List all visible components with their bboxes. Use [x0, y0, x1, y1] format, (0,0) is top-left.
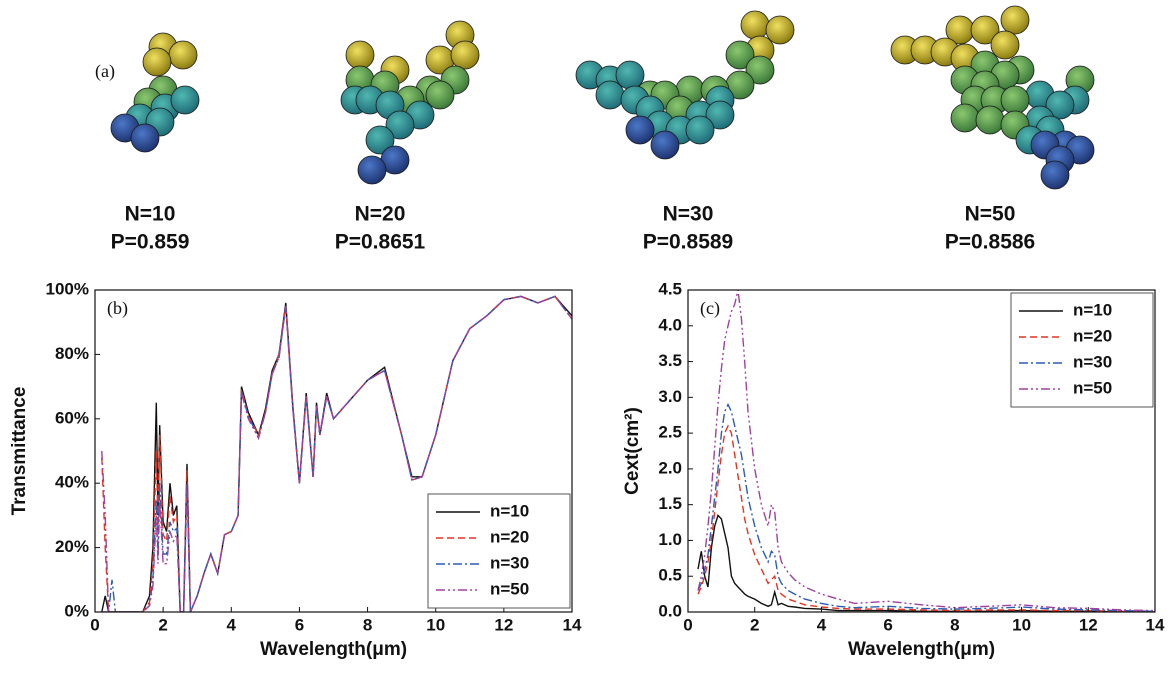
y-tick-label: 1.0	[658, 530, 682, 549]
sphere	[705, 100, 735, 130]
x-tick-label: 6	[883, 615, 892, 634]
legend-label: n=10	[1073, 300, 1112, 319]
sphere	[975, 105, 1005, 135]
sphere	[345, 40, 375, 70]
sphere	[1000, 85, 1030, 115]
sphere	[450, 40, 480, 70]
x-tick-label: 14	[563, 615, 582, 634]
sphere	[1045, 90, 1075, 120]
y-tick-label: 20%	[55, 537, 89, 556]
data-line	[697, 290, 1155, 612]
x-tick-label: 10	[1012, 615, 1031, 634]
x-tick-label: 6	[295, 615, 304, 634]
sphere	[615, 60, 645, 90]
sphere	[745, 55, 775, 85]
legend-label: n=30	[490, 553, 529, 572]
sphere	[365, 125, 395, 155]
sphere	[950, 103, 980, 133]
y-axis-label: Cext(cm²)	[622, 407, 643, 495]
y-tick-label: 0%	[64, 601, 89, 620]
x-tick-label: 10	[426, 615, 445, 634]
x-tick-label: 12	[1079, 615, 1098, 634]
x-tick-label: 8	[950, 615, 959, 634]
x-tick-label: 0	[90, 615, 99, 634]
y-tick-label: 4.5	[658, 279, 682, 298]
sphere	[425, 80, 455, 110]
panel-label: (a)	[95, 61, 115, 82]
y-tick-label: 80%	[55, 344, 89, 363]
legend-box	[1010, 292, 1154, 408]
y-tick-label: 3.5	[658, 351, 682, 370]
legend-label: n=20	[1073, 326, 1112, 345]
y-axis-label: Transmittance	[9, 387, 30, 516]
cluster-p: P=0.859	[111, 231, 190, 254]
legend-label: n=30	[1073, 352, 1112, 371]
cluster-p: P=0.8651	[335, 231, 426, 254]
y-tick-label: 1.5	[658, 494, 682, 513]
x-tick-label: 8	[363, 615, 372, 634]
x-tick-label: 12	[494, 615, 513, 634]
panel-label: (b)	[107, 298, 128, 319]
cluster-n: N=30	[663, 203, 714, 226]
legend-label: n=50	[1073, 378, 1112, 397]
cluster-n: N=20	[355, 203, 406, 226]
sphere	[685, 115, 715, 145]
legend-box	[427, 493, 571, 609]
x-tick-label: 0	[683, 615, 692, 634]
x-axis-label: Wavelength(μm)	[848, 639, 995, 660]
x-tick-label: 4	[817, 615, 827, 634]
cluster-p: P=0.8586	[945, 231, 1036, 254]
sphere	[740, 10, 770, 40]
data-line	[101, 295, 572, 612]
sphere	[1040, 160, 1070, 190]
sphere	[765, 15, 795, 45]
x-tick-label: 2	[750, 615, 759, 634]
sphere	[357, 155, 387, 185]
y-tick-label: 60%	[55, 408, 89, 427]
x-tick-label: 2	[158, 615, 167, 634]
sphere	[650, 130, 680, 160]
y-tick-label: 2.5	[658, 423, 682, 442]
sphere	[625, 115, 655, 145]
x-axis-label: Wavelength(μm)	[260, 639, 407, 660]
sphere	[142, 47, 172, 77]
data-line	[697, 402, 1155, 612]
sphere	[970, 15, 1000, 45]
y-tick-label: 3.0	[658, 387, 682, 406]
sphere	[1000, 5, 1030, 35]
x-tick-label: 14	[1146, 615, 1165, 634]
legend-label: n=20	[490, 527, 529, 546]
sphere	[170, 85, 200, 115]
cluster-n: N=10	[125, 203, 176, 226]
legend-label: n=10	[490, 501, 529, 520]
sphere	[130, 123, 160, 153]
plot-frame	[94, 289, 573, 613]
cluster-n: N=50	[965, 203, 1016, 226]
y-tick-label: 100%	[46, 279, 89, 298]
y-tick-label: 0.0	[658, 601, 682, 620]
sphere	[168, 40, 198, 70]
data-line	[697, 514, 1155, 612]
sphere	[725, 40, 755, 70]
plot-frame	[687, 289, 1156, 613]
panel-label: (c)	[700, 298, 720, 319]
y-tick-label: 4.0	[658, 315, 682, 334]
cluster-p: P=0.8589	[643, 231, 734, 254]
sphere	[385, 110, 415, 140]
y-tick-label: 40%	[55, 473, 89, 492]
sphere	[990, 30, 1020, 60]
cluster-illustrations	[110, 5, 1095, 190]
x-tick-label: 4	[227, 615, 237, 634]
legend-label: n=50	[490, 579, 529, 598]
y-tick-label: 0.5	[658, 566, 682, 585]
sphere	[595, 80, 625, 110]
y-tick-label: 2.0	[658, 458, 682, 477]
